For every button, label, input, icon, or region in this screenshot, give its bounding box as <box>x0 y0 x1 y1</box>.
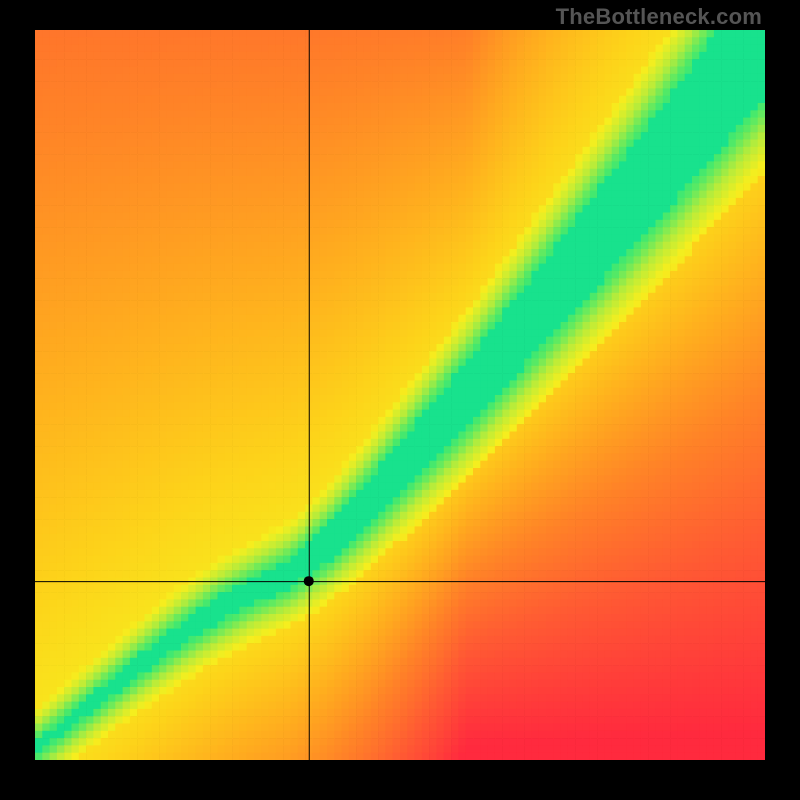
heatmap-canvas <box>35 30 765 760</box>
chart-container: TheBottleneck.com <box>0 0 800 800</box>
watermark-text: TheBottleneck.com <box>556 4 762 30</box>
